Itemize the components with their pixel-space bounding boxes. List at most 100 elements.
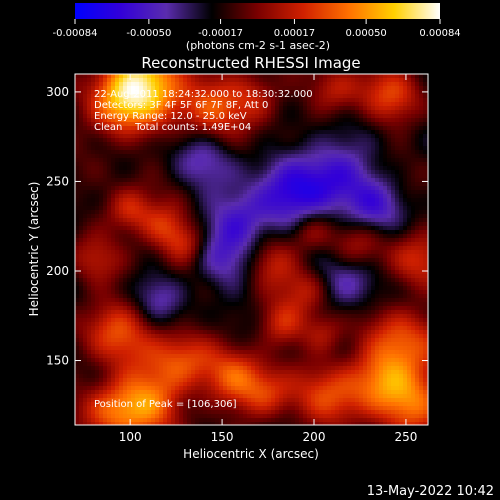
heatmap-cell [227, 198, 232, 203]
heatmap-cell [227, 106, 232, 111]
heatmap-cell [243, 110, 248, 115]
heatmap-cell [387, 142, 392, 147]
heatmap-cell [199, 126, 204, 131]
heatmap-cell [195, 114, 200, 119]
heatmap-cell [183, 122, 188, 127]
heatmap-cell [383, 182, 388, 187]
heatmap-cell [311, 122, 316, 127]
heatmap-cell [199, 150, 204, 155]
heatmap-cell [231, 258, 236, 263]
heatmap-cell [223, 270, 228, 275]
heatmap-cell [363, 78, 368, 83]
heatmap-cell [99, 98, 104, 103]
heatmap-cell [107, 78, 112, 83]
heatmap-cell [151, 78, 156, 83]
heatmap-cell [403, 282, 408, 287]
heatmap-cell [203, 278, 208, 283]
heatmap-cell [339, 238, 344, 243]
heatmap-cell [203, 146, 208, 151]
heatmap-cell [239, 98, 244, 103]
heatmap-cell [375, 110, 380, 115]
heatmap-cell [235, 238, 240, 243]
heatmap-cell [311, 186, 316, 191]
heatmap-cell [311, 126, 316, 131]
heatmap-cell [283, 222, 288, 227]
heatmap-cell [275, 258, 280, 263]
heatmap-cell [231, 182, 236, 187]
heatmap-cell [247, 190, 252, 195]
heatmap-cell [123, 258, 128, 263]
heatmap-cell [143, 190, 148, 195]
heatmap-cell [279, 106, 284, 111]
heatmap-cell [243, 150, 248, 155]
heatmap-cell [199, 94, 204, 99]
heatmap-cell [295, 218, 300, 223]
heatmap-cell [219, 158, 224, 163]
heatmap-cell [303, 226, 308, 231]
heatmap-cell [419, 198, 424, 203]
heatmap-cell [199, 246, 204, 251]
heatmap-cell [291, 158, 296, 163]
heatmap-cell [99, 126, 104, 131]
heatmap-cell [223, 286, 228, 291]
heatmap-cell [195, 154, 200, 159]
heatmap-cell [183, 102, 188, 107]
heatmap-cell [415, 134, 420, 139]
heatmap-cell [331, 166, 336, 171]
heatmap-cell [151, 258, 156, 263]
heatmap-cell [203, 154, 208, 159]
heatmap-cell [331, 74, 336, 79]
heatmap-cell [307, 138, 312, 143]
heatmap-cell [275, 262, 280, 267]
heatmap-cell [359, 138, 364, 143]
heatmap-cell [275, 190, 280, 195]
heatmap-cell [399, 122, 404, 127]
heatmap-cell [379, 206, 384, 211]
heatmap-cell [311, 110, 316, 115]
heatmap-cell [239, 150, 244, 155]
heatmap-cell [399, 126, 404, 131]
heatmap-cell [127, 250, 132, 255]
heatmap-cell [339, 190, 344, 195]
heatmap-cell [311, 214, 316, 219]
heatmap-cell [135, 186, 140, 191]
heatmap-cell [227, 190, 232, 195]
heatmap-cell [103, 242, 108, 247]
heatmap-cell [231, 110, 236, 115]
heatmap-cell [131, 226, 136, 231]
heatmap-cell [79, 266, 84, 271]
heatmap-cell [203, 142, 208, 147]
heatmap-cell [351, 178, 356, 183]
heatmap-cell [199, 222, 204, 227]
heatmap-cell [131, 286, 136, 291]
heatmap-cell [79, 246, 84, 251]
heatmap-cell [207, 226, 212, 231]
heatmap-cell [211, 278, 216, 283]
heatmap-cell [91, 134, 96, 139]
heatmap-cell [175, 262, 180, 267]
heatmap-cell [207, 282, 212, 287]
heatmap-cell [207, 142, 212, 147]
heatmap-cell [279, 238, 284, 243]
heatmap-cell [171, 246, 176, 251]
heatmap-cell [227, 278, 232, 283]
heatmap-cell [231, 142, 236, 147]
heatmap-cell [83, 106, 88, 111]
heatmap-cell [403, 130, 408, 135]
heatmap-cell [255, 138, 260, 143]
heatmap-cell [131, 230, 136, 235]
heatmap-cell [183, 158, 188, 163]
heatmap-cell [339, 154, 344, 159]
heatmap-cell [191, 142, 196, 147]
heatmap-cell [303, 178, 308, 183]
heatmap-cell [203, 82, 208, 87]
heatmap-cell [295, 206, 300, 211]
heatmap-cell [147, 182, 152, 187]
heatmap-cell [295, 146, 300, 151]
heatmap-cell [315, 258, 320, 263]
heatmap-cell [267, 122, 272, 127]
heatmap-cell [319, 222, 324, 227]
heatmap-cell [251, 206, 256, 211]
heatmap-cell [83, 206, 88, 211]
heatmap-cell [87, 258, 92, 263]
